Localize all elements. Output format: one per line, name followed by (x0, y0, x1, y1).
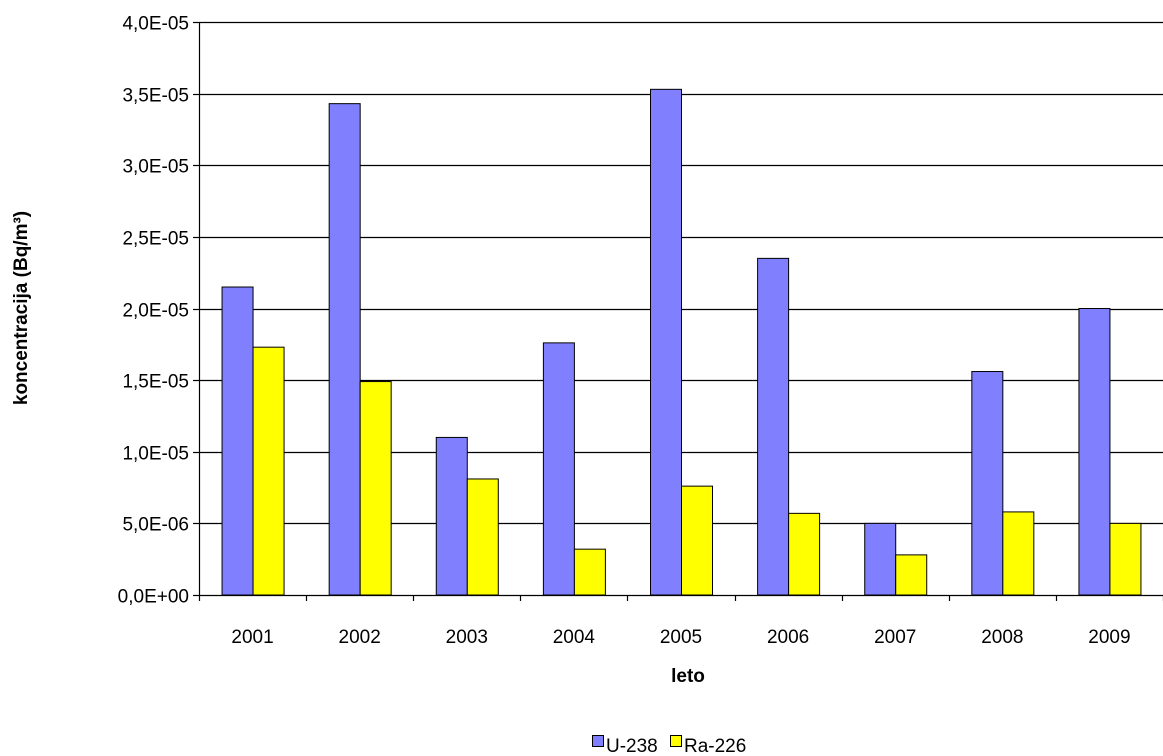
bar-u-238-2001 (221, 286, 254, 596)
legend-swatch (670, 735, 682, 747)
bar-u-238-2009 (1078, 308, 1111, 596)
x-tick-label: 2008 (981, 627, 1023, 648)
x-tick-label: 2005 (660, 627, 702, 648)
bar-ra-226-2006 (788, 512, 821, 596)
bar-ra-226-2009 (1109, 522, 1142, 596)
bars (221, 88, 1142, 596)
axes (193, 21, 1163, 601)
bar-ra-226-2005 (681, 485, 713, 596)
bar-u-238-2003 (435, 436, 468, 596)
y-tick-label: 1,0E-05 (122, 444, 189, 465)
y-tick-label: 3,5E-05 (122, 86, 189, 107)
x-tick-labels: 2001 2002 2003 2004 2005 2006 2007 2008 2009 (231, 627, 1130, 648)
bar-u-238-2002 (328, 103, 361, 596)
bar-ra-226-2007 (895, 554, 928, 596)
x-tick-label: 2004 (553, 627, 596, 648)
y-tick-labels: 0,0E+00 5,0E-06 1,0E-05 1,5E-05 2,0E-05 2,5E-… (118, 14, 189, 608)
bar-u-238-2006 (757, 257, 790, 596)
bar-ra-226-2002 (359, 381, 392, 596)
y-tick-label: 2,0E-05 (122, 301, 189, 322)
bar-u-238-2004 (542, 342, 575, 596)
y-tick-label: 2,5E-05 (122, 229, 189, 250)
y-tick-label: 0,0E+00 (118, 587, 189, 608)
y-tick-label: 5,0E-06 (122, 515, 189, 536)
x-tick-label: 2009 (1088, 627, 1130, 648)
legend-item-ra-226: Ra-226 (670, 735, 746, 756)
y-tick-label: 4,0E-05 (122, 14, 189, 35)
x-tick-label: 2001 (231, 627, 273, 648)
legend: U-238 Ra-226 (592, 735, 746, 756)
legend-label: U-238 (606, 736, 658, 756)
y-axis-title: koncentracija (Bq/m³) (11, 211, 32, 405)
x-axis-title: leto (671, 666, 705, 687)
bar-ra-226-2003 (466, 478, 499, 596)
bar-u-238-2008 (971, 371, 1004, 596)
bar-ra-226-2001 (252, 346, 285, 596)
y-tick-label: 1,5E-05 (122, 372, 189, 393)
bar-u-238-2007 (864, 522, 897, 596)
legend-item-u-238: U-238 (592, 735, 658, 756)
bar-ra-226-2008 (1002, 511, 1035, 596)
x-tick-label: 2003 (446, 627, 488, 648)
legend-swatch (592, 735, 604, 747)
x-tick-label: 2007 (874, 627, 916, 648)
y-tick-label: 3,0E-05 (122, 157, 189, 178)
bar-ra-226-2004 (573, 548, 606, 596)
x-tick-label: 2006 (767, 627, 809, 648)
legend-label: Ra-226 (684, 736, 746, 756)
bar-u-238-2005 (650, 88, 682, 596)
x-tick-label: 2002 (339, 627, 381, 648)
